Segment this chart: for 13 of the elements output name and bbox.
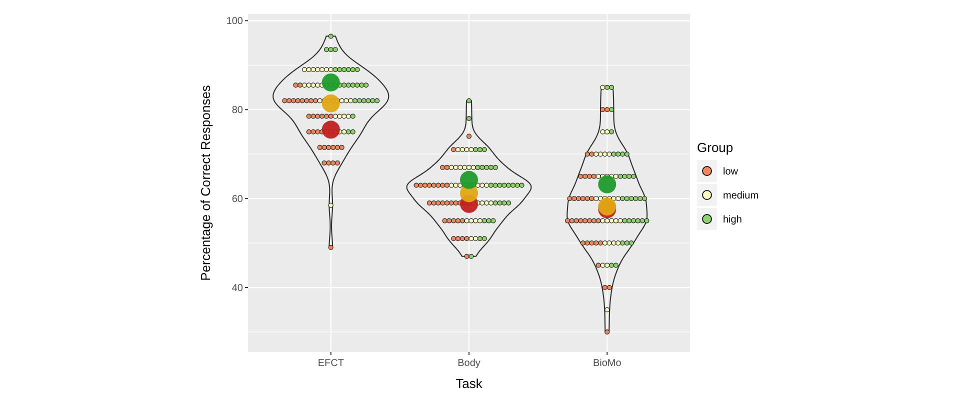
y-tick-label: 100 <box>226 16 244 28</box>
x-tick-label: EFCT <box>318 358 344 369</box>
legend-label: high <box>723 214 742 226</box>
legend-label: low <box>723 166 739 178</box>
y-tick-label: 60 <box>232 194 244 206</box>
x-tick-label: BioMo <box>592 358 622 369</box>
legend-label: medium <box>723 190 759 202</box>
y-axis-title: Percentage of Correct Responses <box>198 84 213 281</box>
x-tick-label: Body <box>458 358 480 369</box>
y-tick-label: 40 <box>232 283 244 294</box>
legend-title: Group <box>697 140 734 155</box>
x-axis-title: Task <box>456 376 483 391</box>
y-tick-label: 80 <box>232 105 244 116</box>
